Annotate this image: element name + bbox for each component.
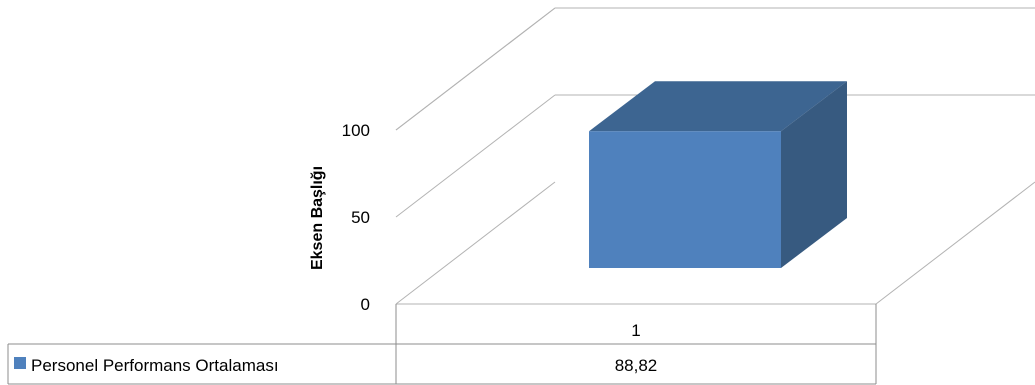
- bar-side-face: [781, 81, 847, 269]
- y-axis-title: Eksen Başlığı: [309, 166, 326, 270]
- gridlines: [395, 7, 1035, 218]
- legend-series-name: Personel Performans Ortalaması: [31, 356, 279, 375]
- data-table-value: 88,82: [615, 356, 658, 375]
- y-tick-labels: 0 50 100: [342, 121, 370, 314]
- legend-key: [14, 357, 26, 369]
- gridline-diagonal: [395, 7, 556, 131]
- y-tick-label: 0: [361, 295, 370, 314]
- gridline-diagonal: [395, 94, 556, 218]
- bars: [589, 81, 847, 269]
- floor-right-edge: [875, 181, 1035, 305]
- y-tick-label: 50: [351, 208, 370, 227]
- bar-top-face: [589, 81, 847, 132]
- data-table: 1 Personel Performans Ortalaması 88,82: [7, 304, 877, 385]
- y-tick-label: 100: [342, 121, 370, 140]
- bar-front-face: [589, 131, 781, 268]
- x-tick-label: 1: [631, 321, 640, 340]
- floor-left-edge: [395, 181, 556, 305]
